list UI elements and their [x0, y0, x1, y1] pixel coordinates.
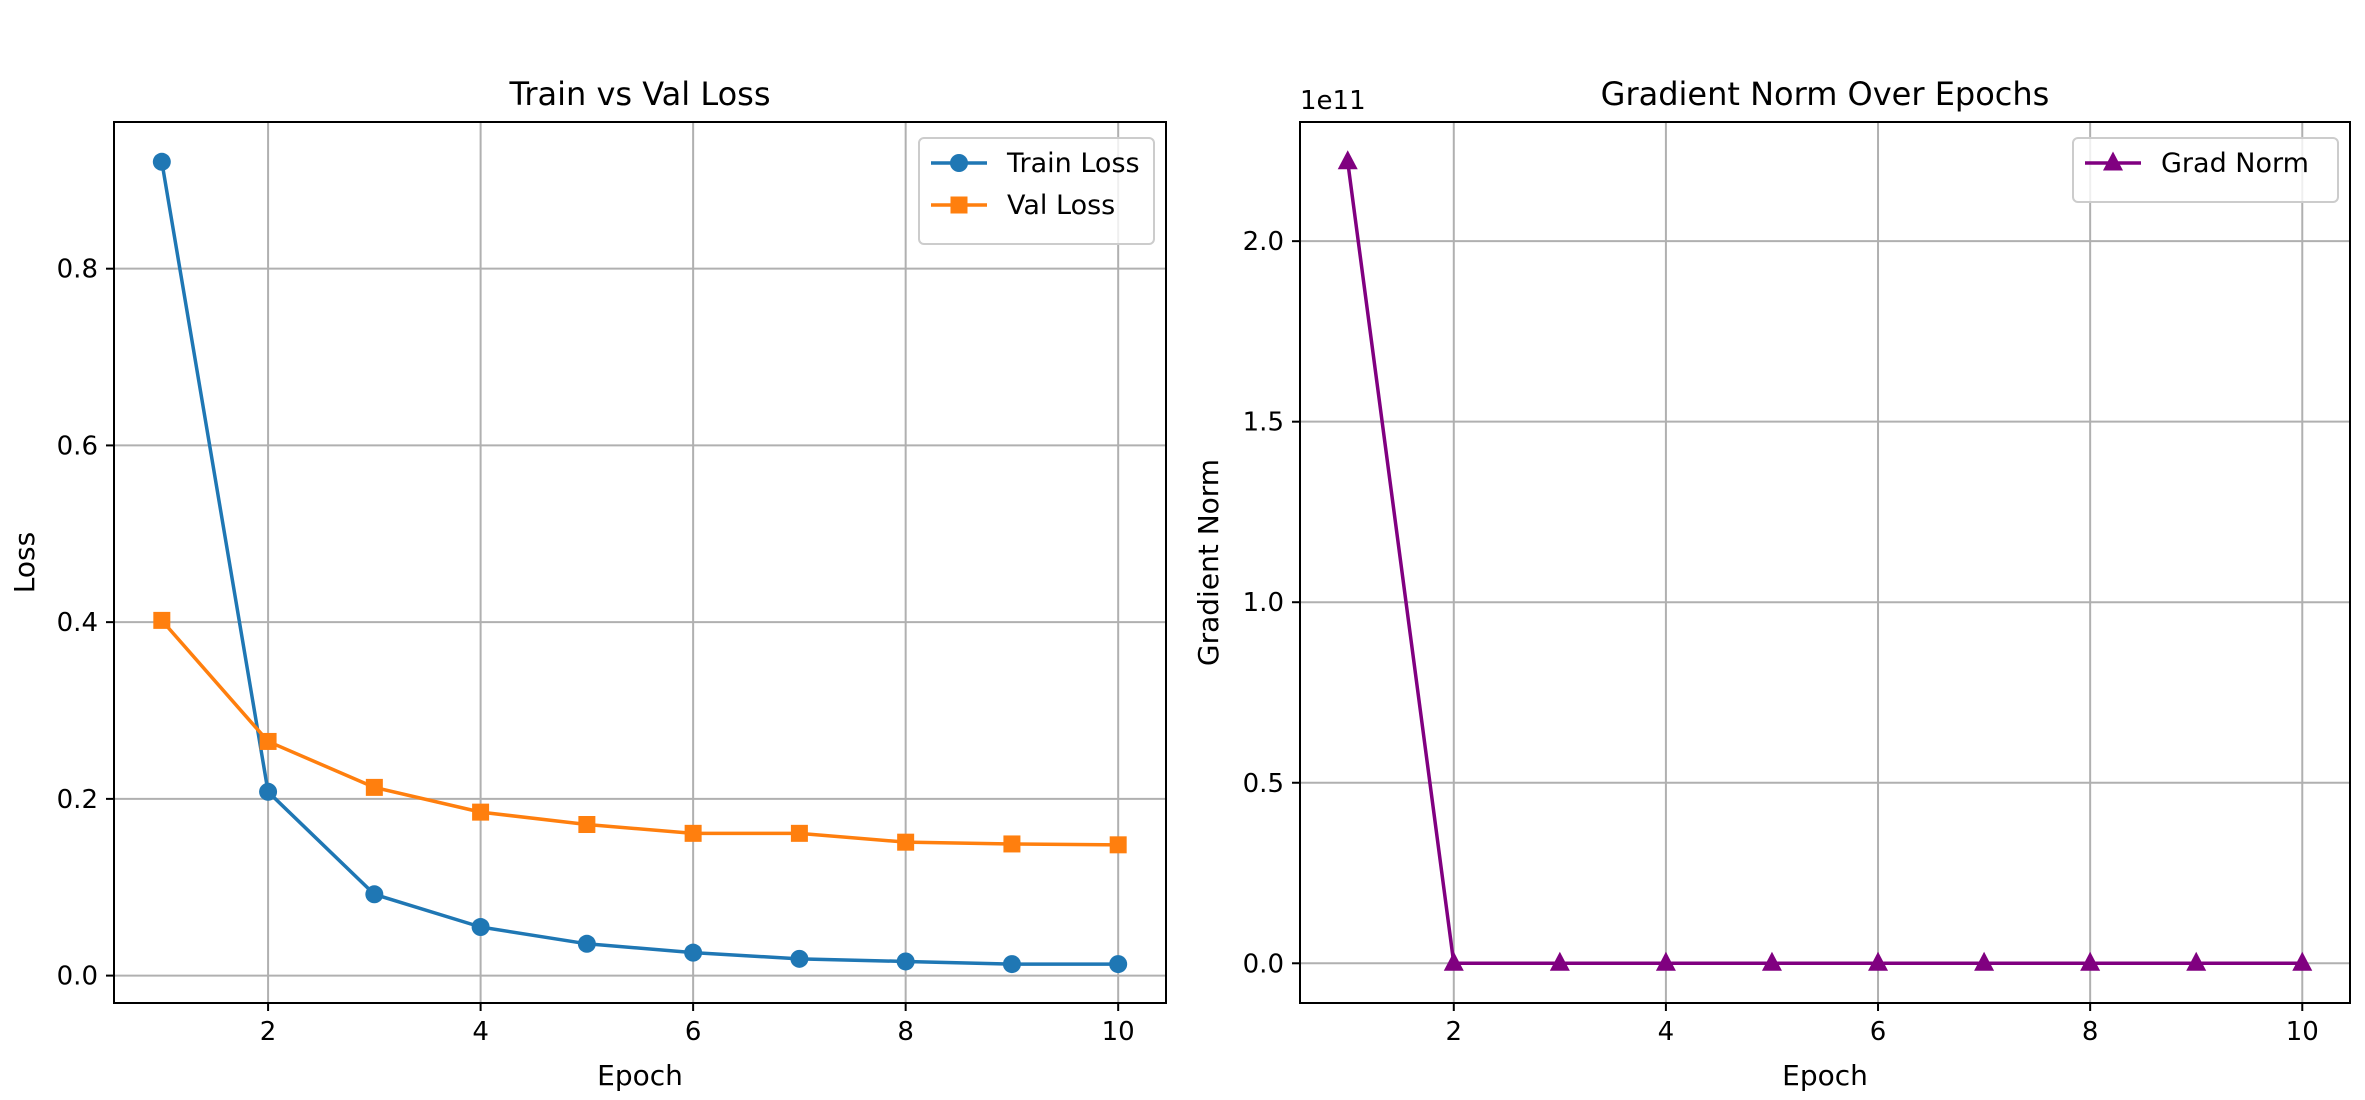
x-tick-label: 2	[1446, 1017, 1463, 1047]
data-point	[2186, 951, 2207, 971]
x-tick-label: 4	[1658, 1017, 1675, 1047]
chart-title: Gradient Norm Over Epochs	[1601, 75, 2050, 113]
y-tick-label: 0.0	[1243, 949, 1284, 979]
y-axis-label: Gradient Norm	[1192, 459, 1225, 666]
data-point	[1655, 951, 1676, 971]
legend: Grad Norm	[2072, 137, 2339, 203]
y-tick-label: 0.4	[57, 608, 98, 638]
data-point	[1109, 836, 1127, 854]
data-point	[578, 816, 596, 834]
data-point	[471, 918, 490, 937]
x-tick-label: 6	[1870, 1017, 1887, 1047]
data-point	[1443, 951, 1464, 971]
data-point	[790, 949, 809, 968]
plot-area-frame	[1299, 121, 2351, 1004]
legend-marker	[2103, 151, 2123, 171]
legend-label: Val Loss	[1007, 190, 1115, 221]
y-tick-label: 0.5	[1243, 769, 1284, 799]
data-point	[897, 833, 915, 851]
data-point	[153, 611, 171, 629]
y-tick-label: 0.0	[57, 962, 98, 992]
x-tick-label: 8	[2082, 1017, 2099, 1047]
y-tick-label: 0.8	[57, 255, 98, 285]
y-tick-label: 1.0	[1243, 588, 1284, 618]
data-point	[1549, 951, 1570, 971]
data-point	[472, 803, 490, 821]
series-line-val-loss	[160, 619, 1119, 847]
x-tick-label: 8	[897, 1017, 914, 1047]
plot-area-frame	[113, 121, 1167, 1004]
y-axis-offset-label: 1e11	[1300, 86, 1366, 116]
data-point	[577, 934, 596, 953]
data-point	[1974, 951, 1995, 971]
data-point	[259, 782, 278, 801]
data-point	[1002, 955, 1021, 974]
data-point	[896, 952, 915, 971]
y-tick-label: 1.5	[1243, 408, 1284, 438]
data-point	[1003, 835, 1021, 853]
x-axis-label: Epoch	[1782, 1059, 1868, 1092]
x-tick-label: 4	[472, 1017, 489, 1047]
data-point	[365, 885, 384, 904]
legend-marker	[950, 196, 968, 214]
x-tick-label: 2	[260, 1017, 277, 1047]
series-line-grad-norm	[1345, 161, 2303, 966]
data-point	[1868, 951, 1889, 971]
legend-marker	[950, 154, 968, 172]
y-tick-label: 0.6	[57, 431, 98, 461]
y-tick-label: 0.2	[57, 785, 98, 815]
chart-title: Train vs Val Loss	[509, 75, 771, 113]
data-point	[152, 152, 171, 171]
x-tick-label: 10	[1102, 1017, 1135, 1047]
data-point	[790, 824, 808, 842]
legend-box	[2072, 137, 2339, 203]
y-tick-label: 2.0	[1243, 227, 1284, 257]
data-point	[259, 732, 277, 750]
data-point	[2292, 951, 2313, 971]
loss-chart: 2 4 6 8 10 0.0 0.2 0.4 0.6 0.8 Train vs Val Loss Ep…	[8, 75, 1167, 1092]
x-tick-label: 10	[2286, 1017, 2319, 1047]
grad-chart: 2 4 6 8 10 0.0 0.5 1.0 1.5 2.0 Gradient Norm Over …	[1192, 75, 2351, 1092]
data-point	[1337, 150, 1358, 170]
y-axis-label: Loss	[8, 532, 41, 593]
data-point	[365, 778, 383, 796]
data-point	[684, 943, 703, 962]
legend-label: Train Loss	[1006, 148, 1140, 179]
data-point	[2080, 951, 2101, 971]
legend: Train Loss Val Loss	[918, 137, 1155, 245]
x-tick-label: 6	[685, 1017, 702, 1047]
data-point	[684, 824, 702, 842]
data-point	[1761, 951, 1782, 971]
data-point	[1109, 955, 1128, 974]
legend-label: Grad Norm	[2161, 148, 2309, 179]
x-axis-label: Epoch	[597, 1059, 683, 1092]
series-line-train-loss	[160, 161, 1119, 966]
